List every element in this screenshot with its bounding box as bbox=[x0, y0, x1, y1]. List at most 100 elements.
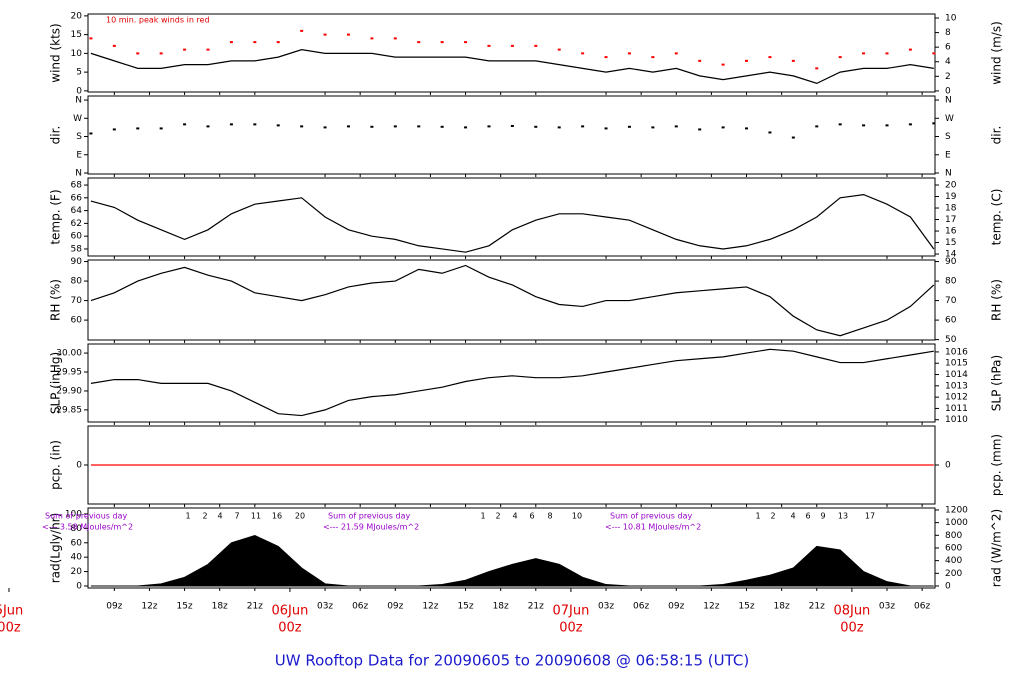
sum-title: Sum of previous day bbox=[45, 512, 127, 521]
y-tick-label: 20 bbox=[71, 11, 83, 21]
y2-tick-label: 16 bbox=[945, 227, 957, 237]
data-point bbox=[370, 37, 374, 40]
data-point bbox=[440, 41, 444, 44]
y-tick-label: 15 bbox=[71, 30, 82, 40]
x-tick-label: 12z bbox=[141, 602, 157, 612]
y2-tick-label: 70 bbox=[945, 296, 957, 306]
data-point bbox=[393, 125, 397, 128]
date-hour: 00z bbox=[278, 621, 302, 636]
y-tick-label: 5 bbox=[76, 68, 82, 78]
data-point bbox=[581, 52, 585, 55]
y-tick-label: 58 bbox=[71, 244, 83, 254]
data-point bbox=[276, 124, 280, 127]
x-tick-label: 06z bbox=[914, 602, 930, 612]
y2-tick-label: 6 bbox=[945, 43, 951, 53]
x-tick-label: 15z bbox=[176, 602, 192, 612]
data-point bbox=[534, 44, 538, 47]
data-point bbox=[745, 127, 749, 130]
data-point bbox=[815, 67, 819, 70]
x-tick-label: 18z bbox=[774, 602, 790, 612]
data-point bbox=[300, 125, 304, 128]
y2-tick-label: 1016 bbox=[945, 347, 968, 357]
data-point bbox=[229, 41, 233, 44]
data-point bbox=[557, 48, 561, 51]
data-point bbox=[276, 41, 280, 44]
y-axis-label: SLP (inHg) bbox=[49, 352, 63, 414]
data-line bbox=[90, 49, 934, 85]
data-point bbox=[674, 52, 678, 55]
data-point bbox=[136, 52, 140, 55]
x-tick-label: 09z bbox=[106, 602, 122, 612]
hour-label: 8 bbox=[547, 512, 552, 521]
y2-tick-label: 10 bbox=[945, 14, 957, 24]
sum-title: Sum of previous day bbox=[610, 512, 692, 521]
y-tick-label: 0 bbox=[76, 461, 82, 471]
data-point bbox=[534, 125, 538, 128]
y2-tick-label: 1000 bbox=[945, 518, 968, 528]
y2-tick-label: N bbox=[945, 168, 952, 178]
date-label: 07Jun bbox=[552, 604, 589, 619]
data-point bbox=[721, 126, 725, 129]
y-tick-label: 40 bbox=[71, 553, 83, 563]
data-point bbox=[346, 33, 350, 36]
y2-axis-label: temp. (C) bbox=[990, 189, 1004, 246]
data-point bbox=[464, 126, 468, 129]
y-tick-label: 10 bbox=[71, 49, 83, 59]
y2-tick-label: E bbox=[945, 150, 951, 160]
data-point bbox=[838, 56, 842, 59]
y2-tick-label: 2 bbox=[945, 72, 951, 82]
y2-tick-label: 19 bbox=[945, 192, 957, 202]
y-tick-label: 70 bbox=[71, 296, 83, 306]
data-point bbox=[440, 125, 444, 128]
date-hour: 00z bbox=[559, 621, 583, 636]
data-point bbox=[885, 52, 889, 55]
y2-tick-label: 17 bbox=[945, 215, 956, 225]
data-point bbox=[885, 124, 889, 127]
hour-label: 9 bbox=[820, 512, 825, 521]
sum-text: <--- 10.81 MJoules/m^2 bbox=[605, 523, 701, 532]
data-point bbox=[510, 124, 514, 127]
y-tick-label: W bbox=[73, 114, 82, 124]
data-point bbox=[932, 122, 936, 125]
data-point bbox=[791, 136, 795, 139]
hour-label: 4 bbox=[217, 512, 222, 521]
y-tick-label: E bbox=[76, 150, 82, 160]
y2-tick-label: 60 bbox=[945, 316, 957, 326]
data-point bbox=[510, 44, 514, 47]
y2-tick-label: 80 bbox=[945, 277, 957, 287]
hour-label: 10 bbox=[572, 512, 582, 521]
data-point bbox=[112, 44, 116, 47]
y2-tick-label: 1200 bbox=[945, 505, 968, 515]
y-axis-label: RH (%) bbox=[49, 279, 63, 321]
data-area bbox=[90, 535, 934, 587]
x-tick-label: 15z bbox=[457, 602, 473, 612]
hour-label: 1 bbox=[185, 512, 190, 521]
data-point bbox=[604, 56, 608, 59]
data-line bbox=[90, 194, 935, 253]
hour-label: 4 bbox=[790, 512, 795, 521]
data-point bbox=[229, 123, 233, 126]
y2-tick-label: 50 bbox=[945, 335, 957, 345]
hour-label: 2 bbox=[770, 512, 775, 521]
hour-label: 1 bbox=[480, 512, 485, 521]
data-point bbox=[815, 125, 819, 128]
y2-tick-label: 600 bbox=[945, 543, 962, 553]
data-point bbox=[651, 126, 655, 129]
data-point bbox=[300, 29, 304, 32]
hour-label: 11 bbox=[251, 512, 261, 521]
panel-frame bbox=[87, 177, 936, 257]
annotation: 10 min. peak winds in red bbox=[106, 16, 210, 25]
data-point bbox=[932, 52, 936, 55]
y2-tick-label: 200 bbox=[945, 569, 962, 579]
hour-label: 20 bbox=[295, 512, 305, 521]
x-tick-label: 06z bbox=[352, 602, 368, 612]
x-tick-label: 09z bbox=[668, 602, 684, 612]
sum-title: Sum of previous day bbox=[328, 512, 410, 521]
y2-tick-label: 14 bbox=[945, 250, 957, 260]
data-point bbox=[183, 48, 187, 51]
y2-tick-label: 8 bbox=[945, 28, 951, 38]
y2-tick-label: S bbox=[945, 132, 951, 142]
data-point bbox=[627, 125, 631, 128]
y-tick-label: 20 bbox=[71, 567, 83, 577]
y2-tick-label: 1011 bbox=[945, 404, 968, 414]
